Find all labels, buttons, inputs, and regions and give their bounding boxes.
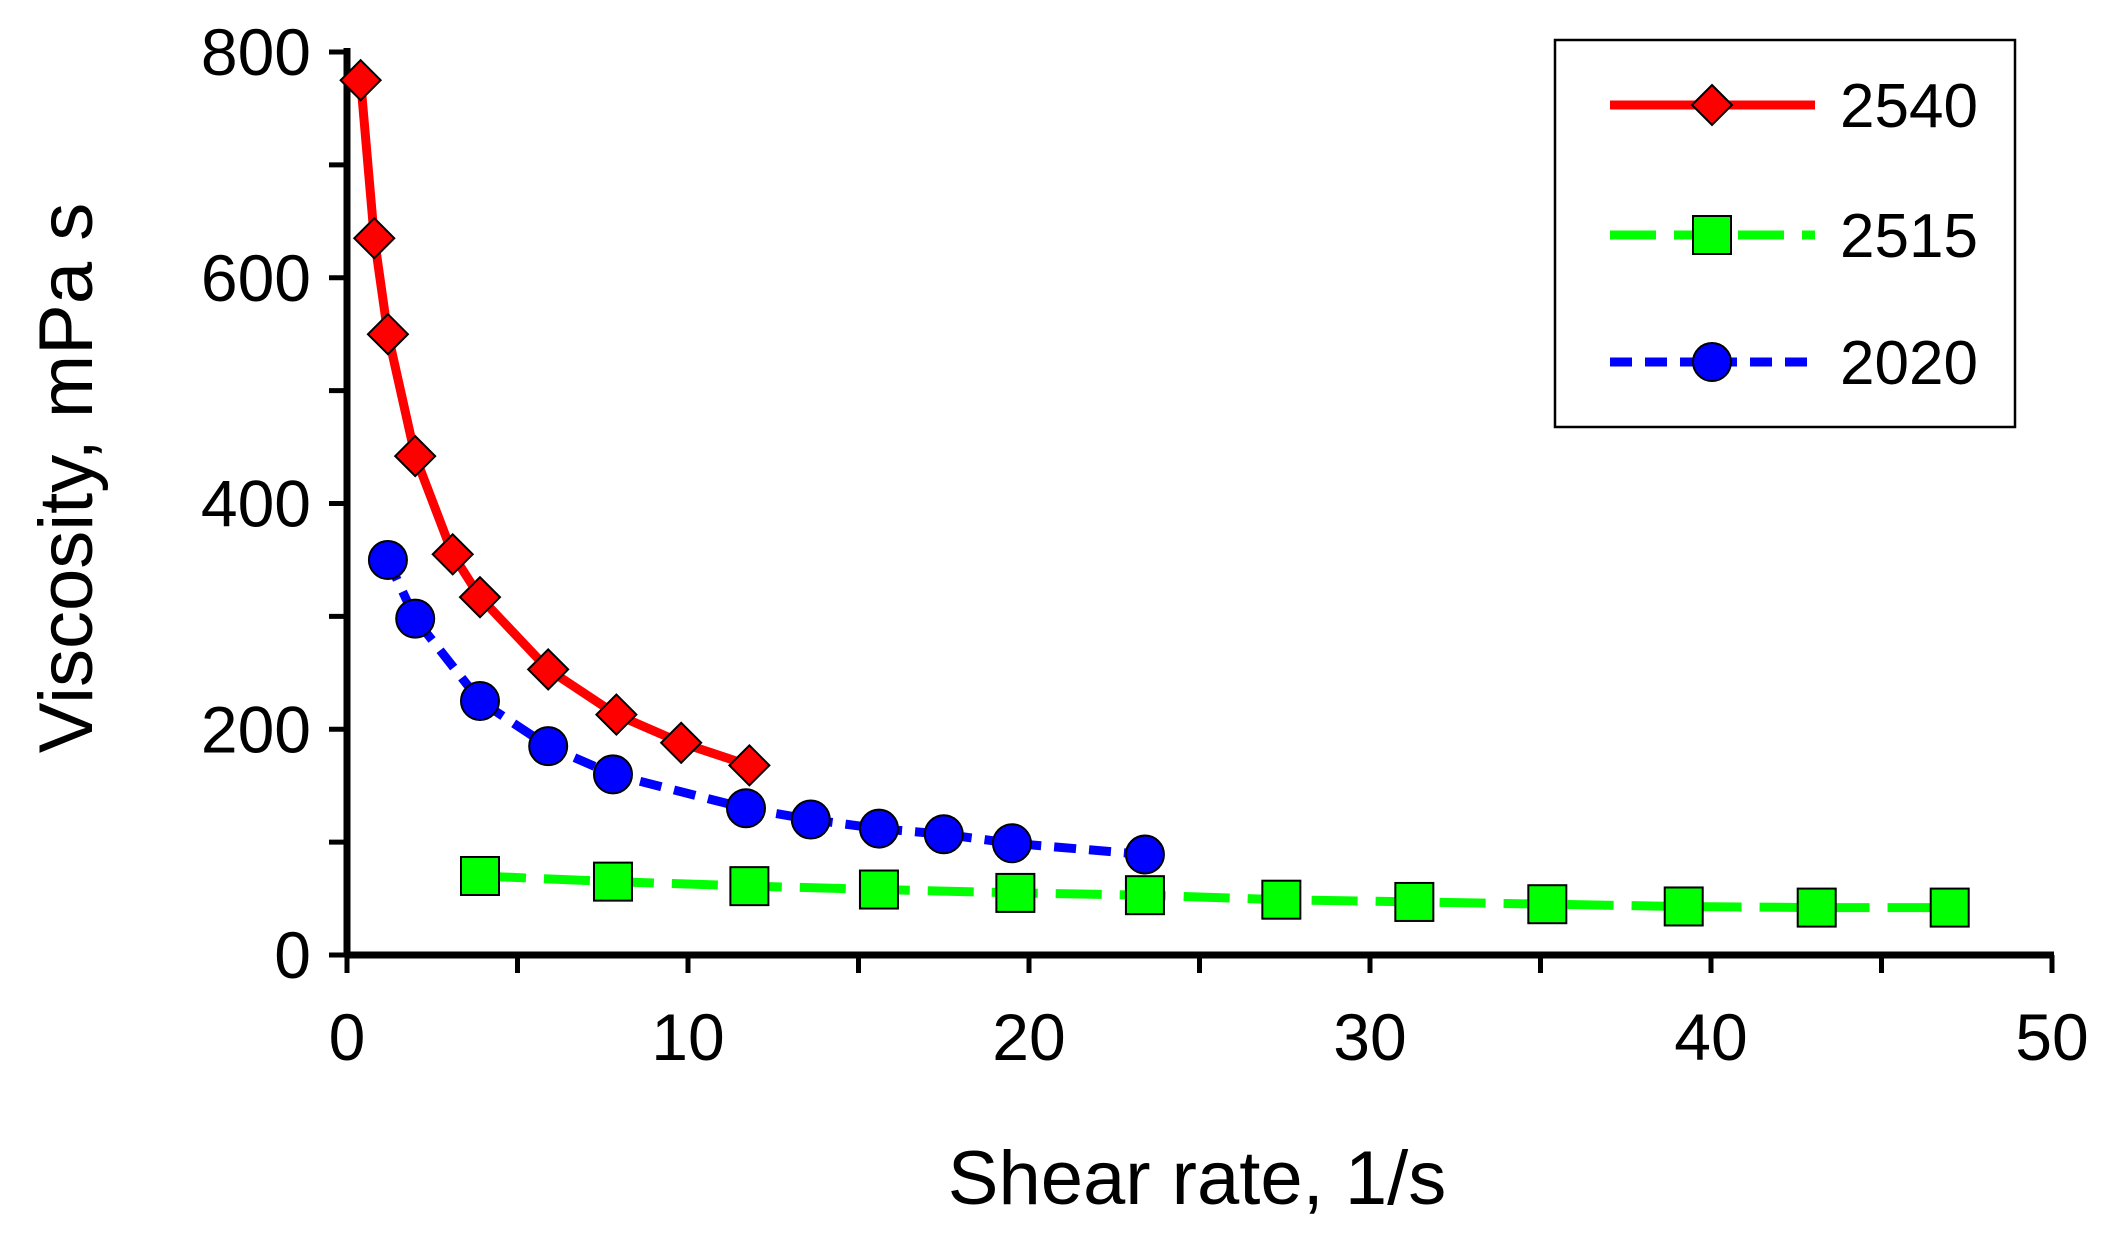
data-point-2515 <box>459 855 500 896</box>
y-tick-label: 600 <box>201 241 311 315</box>
data-point-2515 <box>592 861 633 902</box>
x-tick-label: 50 <box>2015 1000 2088 1074</box>
data-point-2515 <box>1261 879 1302 920</box>
series-line-2020 <box>383 558 1146 859</box>
x-axis-title: Shear rate, 1/s <box>948 1136 1447 1221</box>
axes: 0 200 400 600 800 0 10 20 30 40 50 <box>201 15 2089 1074</box>
data-point-2540 <box>431 532 475 576</box>
data-point-2540 <box>526 648 570 691</box>
data-point-2515 <box>729 866 770 907</box>
legend-entry-2540: 2540 <box>1610 72 1978 141</box>
y-tick-label: 400 <box>201 467 311 541</box>
series-line-2515 <box>479 871 1950 913</box>
data-point-2540 <box>393 434 437 478</box>
data-point-2515 <box>1394 881 1435 922</box>
data-point-2540 <box>366 312 410 356</box>
legend-marker-2515 <box>1692 215 1732 255</box>
legend-label-2515: 2515 <box>1840 202 1978 271</box>
data-point-2020 <box>367 539 408 580</box>
data-point-2540 <box>727 743 771 787</box>
series-2540 <box>339 58 771 787</box>
legend: 2540 2515 2020 <box>1553 38 2017 429</box>
x-tick-label: 20 <box>992 1000 1065 1074</box>
data-point-2540 <box>352 216 396 260</box>
data-point-2515 <box>1527 884 1568 925</box>
data-point-2540 <box>458 575 502 619</box>
data-point-2515 <box>1124 875 1165 916</box>
data-point-2020 <box>858 808 899 849</box>
data-point-2020 <box>395 598 436 639</box>
data-point-2020 <box>592 754 633 795</box>
data-point-2540 <box>339 58 383 102</box>
data-point-2515 <box>1929 887 1970 928</box>
data-point-2020 <box>790 799 831 840</box>
data-point-2020 <box>923 814 964 855</box>
x-tick-label: 30 <box>1333 1000 1406 1074</box>
y-tick-label: 800 <box>201 15 311 89</box>
data-point-2020 <box>1124 834 1165 875</box>
data-point-2020 <box>991 823 1032 864</box>
legend-label-2020: 2020 <box>1840 329 1978 398</box>
x-tick-label: 0 <box>329 1000 366 1074</box>
data-point-2540 <box>659 721 703 765</box>
series-2515 <box>459 855 1970 928</box>
legend-label-2540: 2540 <box>1840 72 1978 141</box>
legend-marker-2540 <box>1690 83 1734 127</box>
data-point-2515 <box>995 872 1036 913</box>
y-tick-label: 0 <box>274 918 311 992</box>
series-2020 <box>367 539 1165 875</box>
data-point-2515 <box>1796 887 1837 928</box>
y-tick-label: 200 <box>201 692 311 766</box>
legend-entry-2020: 2020 <box>1610 329 1978 398</box>
data-point-2020 <box>528 726 569 767</box>
data-point-2020 <box>725 788 766 829</box>
series-layer <box>339 58 1970 928</box>
data-point-2540 <box>594 693 638 736</box>
series-line-2540 <box>356 79 751 770</box>
x-tick-label: 10 <box>651 1000 724 1074</box>
data-point-2515 <box>858 869 899 910</box>
data-point-2515 <box>1663 886 1704 927</box>
legend-marker-2020 <box>1692 342 1732 382</box>
x-tick-label: 40 <box>1674 1000 1747 1074</box>
data-point-2020 <box>459 681 500 722</box>
legend-entry-2515: 2515 <box>1610 202 1978 271</box>
y-axis-title: Viscosity, mPa s <box>24 203 109 753</box>
